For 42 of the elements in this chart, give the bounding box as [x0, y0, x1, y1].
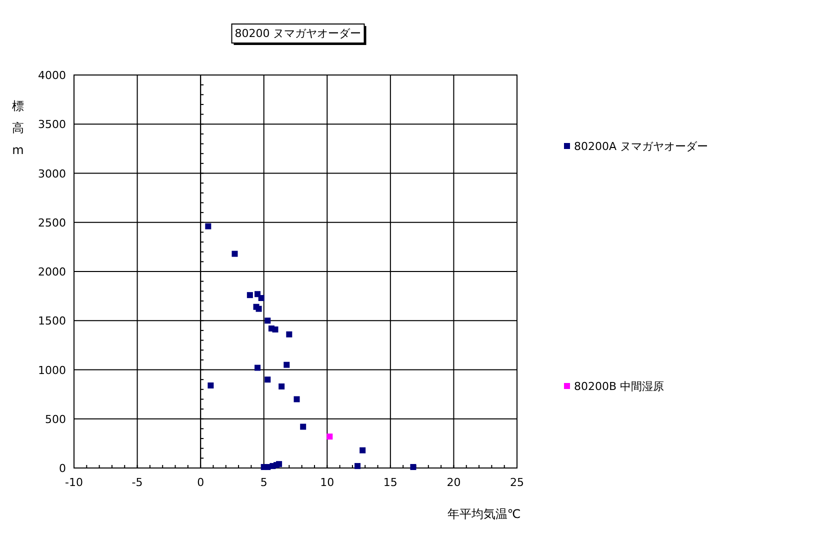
y-tick-label: 1000 — [38, 364, 66, 377]
point — [264, 376, 271, 383]
y-tick-label: 0 — [59, 462, 66, 475]
point — [272, 326, 278, 332]
y-tick-label: 3500 — [38, 118, 66, 132]
point — [410, 464, 416, 470]
x-tick-label: 25 — [510, 476, 524, 489]
point — [205, 223, 212, 230]
chart-title: 80200 ヌマガヤオーダー — [234, 27, 362, 40]
y-tick-label: 500 — [45, 412, 66, 426]
y-tick-label: 1500 — [38, 314, 66, 328]
x-tick-label: -5 — [132, 476, 143, 489]
legend-label: 80200B 中間湿原 — [574, 380, 664, 393]
x-tick-label: -10 — [65, 476, 83, 489]
point — [258, 295, 264, 302]
point — [254, 364, 261, 371]
point — [278, 383, 285, 390]
x-axis-title: 年平均気温℃ — [447, 507, 521, 521]
x-tick-label: 10 — [320, 476, 334, 489]
legend-label: 80200A ヌマガヤオーダー — [574, 140, 708, 153]
x-tick-label: 15 — [383, 476, 398, 489]
point — [354, 463, 361, 470]
point — [286, 331, 292, 338]
x-tick-label: 5 — [260, 476, 268, 489]
point — [300, 424, 306, 430]
x-tick-label: 20 — [446, 476, 461, 489]
y-tick-label: 2500 — [38, 216, 66, 230]
x-tick-label: 0 — [197, 476, 204, 489]
point — [276, 461, 282, 468]
y-tick-label: 3000 — [38, 167, 66, 180]
point — [232, 250, 238, 257]
y-tick-label: 4000 — [38, 69, 66, 82]
point — [284, 362, 290, 368]
point — [294, 396, 300, 402]
point — [264, 318, 271, 324]
point — [256, 306, 262, 312]
y-tick-label: 2000 — [38, 266, 66, 278]
point — [326, 434, 333, 440]
y-axis-title: 標高m — [12, 99, 24, 157]
point — [246, 292, 253, 298]
point — [208, 382, 214, 388]
point — [360, 447, 366, 454]
